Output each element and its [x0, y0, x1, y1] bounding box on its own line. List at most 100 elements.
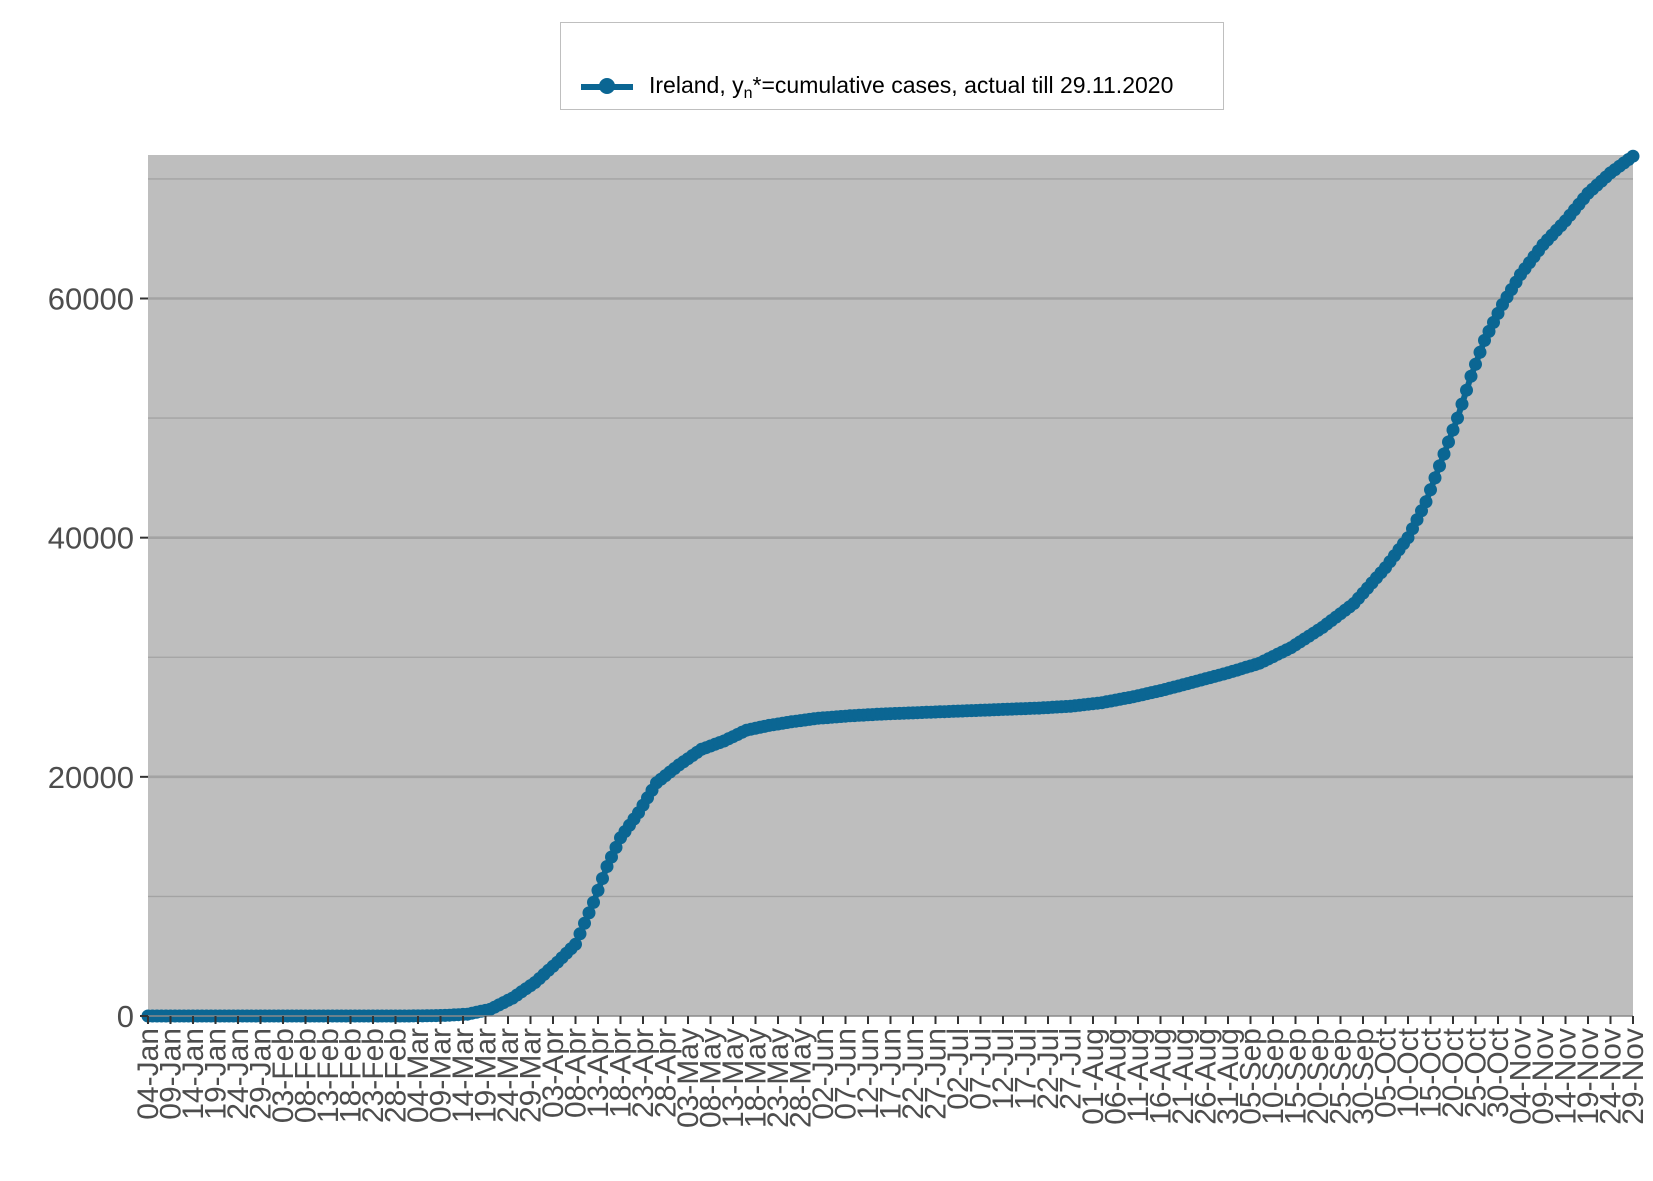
x-tick-label: 16-Aug [1145, 1028, 1178, 1125]
x-tick-label: 01-Aug [1077, 1028, 1110, 1125]
y-tick-label: 40000 [48, 521, 134, 556]
data-point [569, 937, 582, 951]
x-tick-label: 25-Sep [1325, 1028, 1358, 1125]
x-tick-label: 29-Mar [515, 1028, 548, 1123]
data-point [1460, 383, 1473, 397]
plot-background [148, 155, 1633, 1016]
legend-swatch-dot [599, 78, 615, 94]
legend-label: Ireland, yn*=cumulative cases, actual ti… [649, 72, 1174, 102]
x-tick-label: 17-Jul [1010, 1028, 1043, 1110]
x-tick-label: 14-Nov [1550, 1028, 1583, 1125]
x-tick-label: 23-Feb [357, 1028, 390, 1123]
data-point [1464, 369, 1478, 383]
x-tick-label: 07-Jul [965, 1028, 998, 1110]
x-tick-label: 03-Apr [537, 1028, 570, 1118]
x-tick-label: 10-Sep [1257, 1028, 1290, 1125]
x-tick-label: 28-May [785, 1028, 818, 1128]
x-tick-label: 29-Nov [1617, 1028, 1650, 1125]
x-tick-label: 24-Nov [1595, 1028, 1628, 1125]
x-tick-label: 30-Oct [1482, 1027, 1515, 1118]
x-tick-label: 10-Oct [1392, 1027, 1425, 1118]
x-tick-label: 27-Jun [920, 1028, 953, 1120]
x-tick-label: 12-Jun [852, 1028, 885, 1120]
x-tick-label: 15-Sep [1280, 1028, 1313, 1125]
x-tick-label: 19-Jan [200, 1028, 233, 1120]
x-tick-label: 21-Aug [1167, 1028, 1200, 1125]
x-tick-label: 02-Jun [807, 1028, 840, 1120]
data-point [1469, 357, 1482, 371]
x-tick-label: 18-Feb [335, 1028, 368, 1123]
data-point [1626, 149, 1640, 163]
x-tick-label: 03-May [672, 1028, 705, 1128]
x-tick-label: 09-Jan [155, 1028, 188, 1120]
x-tick-label: 03-Feb [267, 1028, 300, 1123]
x-tick-label: 13-Feb [312, 1028, 345, 1123]
series-layer [141, 149, 1640, 1023]
x-tick-label: 27-Jul [1055, 1028, 1088, 1110]
x-axis: 04-Jan09-Jan14-Jan19-Jan24-Jan29-Jan03-F… [132, 1015, 1650, 1128]
x-tick-label: 08-Feb [290, 1028, 323, 1123]
x-tick-label: 09-Nov [1527, 1028, 1560, 1125]
x-tick-label: 23-Apr [627, 1028, 660, 1118]
x-tick-label: 15-Oct [1415, 1027, 1448, 1118]
x-tick-label: 06-Aug [1100, 1028, 1133, 1125]
x-tick-label: 20-Sep [1302, 1028, 1335, 1125]
x-tick-label: 07-Jun [830, 1028, 863, 1120]
data-point [596, 872, 609, 885]
y-tick-label: 20000 [48, 760, 134, 795]
data-point [1419, 495, 1433, 509]
x-tick-label: 13-Apr [582, 1028, 615, 1118]
x-tick-label: 08-May [695, 1028, 728, 1128]
x-tick-label: 04-Mar [402, 1028, 435, 1123]
x-tick-label: 12-Jul [987, 1028, 1020, 1110]
data-point [1446, 423, 1460, 437]
x-tick-label: 11-Aug [1122, 1028, 1155, 1123]
data-point [1451, 411, 1464, 425]
x-tick-label: 18-May [740, 1028, 773, 1128]
x-tick-label: 19-Mar [470, 1028, 503, 1123]
legend: Ireland, yn*=cumulative cases, actual ti… [560, 22, 1224, 110]
data-point [591, 883, 605, 897]
data-point [578, 916, 591, 930]
x-tick-label: 26-Aug [1190, 1028, 1223, 1125]
x-tick-label: 29-Jan [245, 1028, 278, 1120]
x-tick-label: 28-Apr [650, 1028, 683, 1118]
x-tick-label: 14-Jan [177, 1028, 210, 1120]
data-point [582, 906, 596, 920]
data-point [587, 895, 600, 909]
x-tick-label: 28-Feb [380, 1028, 413, 1123]
data-point [1455, 397, 1469, 411]
y-tick-label: 0 [117, 999, 134, 1034]
x-tick-label: 17-Jun [875, 1028, 908, 1120]
x-tick-label: 19-Nov [1572, 1028, 1605, 1125]
legend-swatch [581, 78, 633, 94]
x-tick-label: 04-Nov [1505, 1028, 1538, 1125]
x-tick-label: 30-Sep [1347, 1028, 1380, 1125]
data-point [1428, 471, 1442, 485]
x-tick-label: 31-Aug [1212, 1028, 1245, 1125]
x-tick-label: 18-Apr [605, 1028, 638, 1118]
data-point [1424, 483, 1437, 497]
x-tick-label: 20-Oct [1437, 1027, 1470, 1118]
x-tick-label: 22-Jul [1032, 1028, 1065, 1110]
data-point [1433, 459, 1446, 473]
x-tick-label: 23-May [762, 1028, 795, 1128]
gridlines [148, 178, 1633, 898]
data-point [1473, 345, 1487, 359]
plot-panel [148, 155, 1633, 1016]
y-axis: 0 20000 40000 60000 [48, 282, 148, 1034]
x-tick-label: 14-Mar [447, 1028, 480, 1123]
x-tick-label: 05-Sep [1235, 1028, 1268, 1125]
x-tick-label: 22-Jun [897, 1028, 930, 1120]
x-tick-label: 25-Oct [1460, 1027, 1493, 1118]
x-tick-label: 24-Mar [492, 1028, 525, 1123]
x-tick-label: 02-Jul [942, 1028, 975, 1110]
x-tick-label: 09-Mar [425, 1028, 458, 1123]
y-tick-label: 60000 [48, 282, 134, 317]
data-point [1437, 447, 1451, 461]
x-tick-label: 08-Apr [560, 1028, 593, 1118]
data-point [573, 927, 587, 941]
x-tick-label: 05-Oct [1370, 1027, 1403, 1118]
